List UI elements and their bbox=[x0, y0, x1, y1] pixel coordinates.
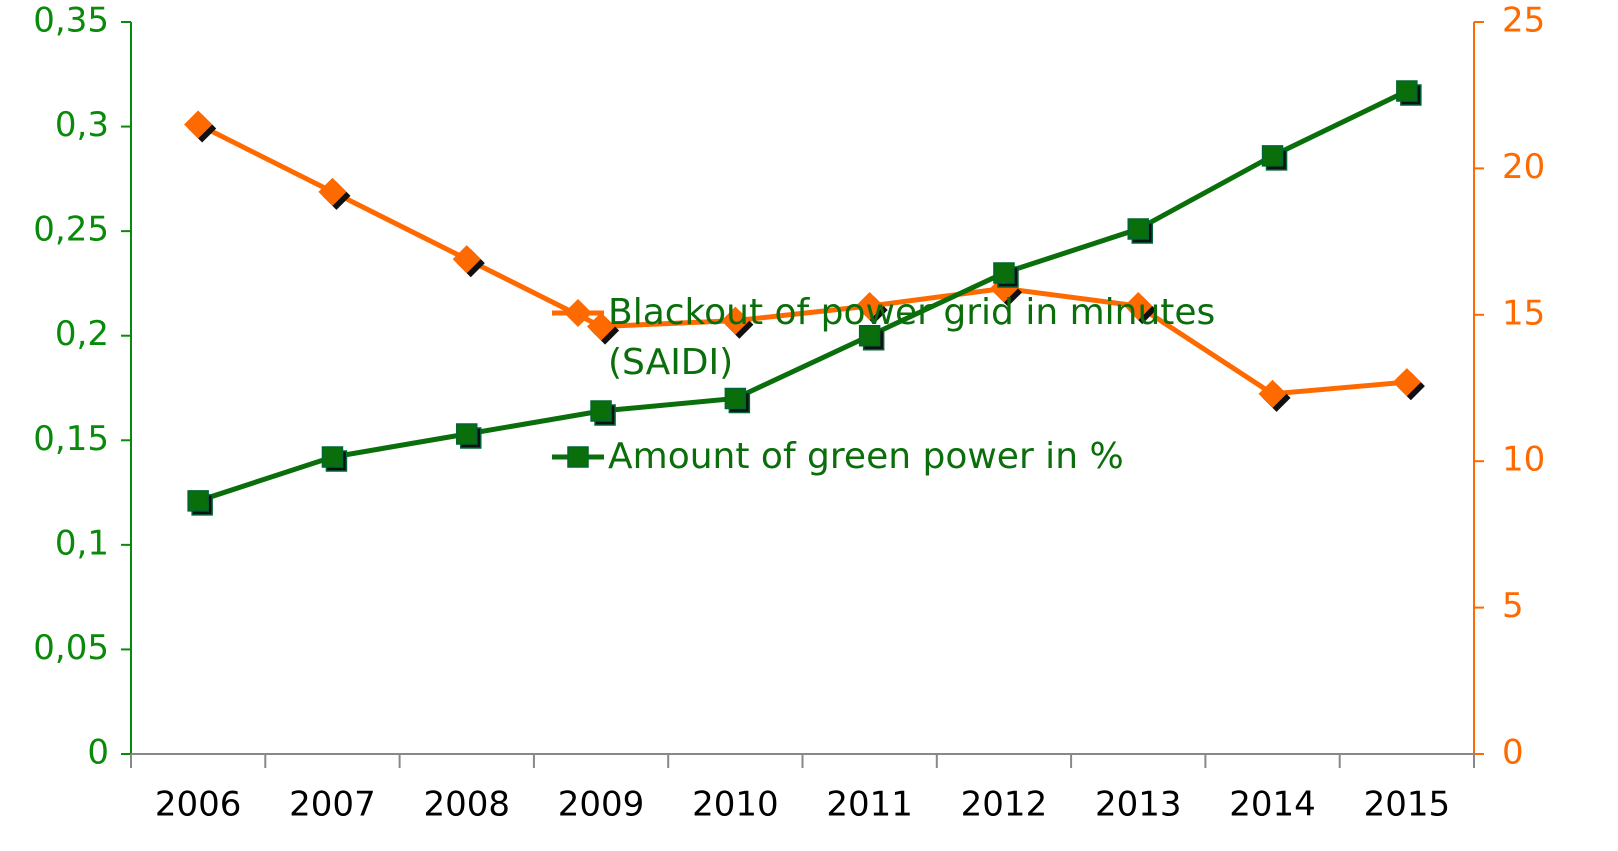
data-point bbox=[724, 387, 747, 410]
series-line bbox=[197, 122, 1408, 397]
x-tick-label: 2015 bbox=[1364, 785, 1451, 825]
data-point bbox=[855, 291, 884, 321]
data-point bbox=[590, 400, 612, 422]
data-point bbox=[456, 423, 478, 445]
legend-label: Blackout of power grid in minutes (SAIDI… bbox=[608, 292, 1216, 383]
x-tick-label: 2009 bbox=[558, 785, 645, 825]
x-tick-label: 2010 bbox=[692, 785, 779, 825]
x-tick-label: 2007 bbox=[289, 785, 376, 825]
data-point bbox=[1258, 379, 1287, 408]
data-point bbox=[318, 177, 347, 206]
data-point bbox=[184, 110, 213, 139]
data-point bbox=[187, 490, 209, 512]
legend: Blackout of power grid in minutes (SAIDI… bbox=[550, 288, 1270, 526]
y-tick-label: 0,2 bbox=[55, 314, 109, 354]
y-tick-label: 0 bbox=[87, 733, 109, 773]
y2-tick-label: 10 bbox=[1502, 440, 1545, 480]
data-point bbox=[1124, 291, 1153, 321]
legend-marker bbox=[567, 446, 589, 468]
x-tick-label: 2014 bbox=[1229, 785, 1316, 825]
data-point bbox=[586, 312, 616, 341]
data-point bbox=[721, 306, 750, 335]
data-point bbox=[993, 262, 1015, 284]
data-point bbox=[1392, 368, 1421, 397]
legend-entry: Amount of green power in % bbox=[550, 432, 1270, 482]
x-tick-label: 2012 bbox=[961, 785, 1048, 825]
series-line bbox=[197, 88, 1408, 504]
y-tick-label: 0,35 bbox=[33, 1, 109, 41]
y2-tick-label: 20 bbox=[1502, 147, 1545, 187]
legend-marker bbox=[563, 298, 593, 328]
y2-tick-label: 15 bbox=[1502, 293, 1545, 333]
y-tick-label: 0,3 bbox=[55, 105, 109, 145]
legend-label: Amount of green power in % bbox=[608, 436, 1124, 477]
legend-entry: Blackout of power grid in minutes (SAIDI… bbox=[550, 288, 1270, 388]
x-tick-label: 2013 bbox=[1095, 785, 1182, 825]
y-tick-label: 0,25 bbox=[33, 210, 109, 250]
data-point bbox=[452, 245, 481, 274]
y2-tick-label: 0 bbox=[1502, 733, 1524, 773]
y-tick-label: 0,15 bbox=[33, 419, 109, 459]
legend-icon bbox=[552, 446, 604, 468]
y2-tick-label: 25 bbox=[1502, 1, 1545, 41]
x-tick-label: 2008 bbox=[423, 785, 510, 825]
x-tick-label: 2011 bbox=[826, 785, 913, 825]
legend-icon bbox=[552, 298, 604, 328]
y-tick-label: 0,1 bbox=[55, 523, 109, 563]
x-tick-label: 2006 bbox=[155, 785, 242, 825]
y2-tick-label: 5 bbox=[1502, 586, 1524, 626]
data-point bbox=[321, 446, 344, 468]
data-point bbox=[1127, 218, 1149, 240]
y-tick-label: 0,05 bbox=[33, 628, 109, 668]
data-point bbox=[858, 324, 881, 347]
data-point bbox=[1261, 145, 1284, 167]
data-point bbox=[1396, 80, 1418, 102]
